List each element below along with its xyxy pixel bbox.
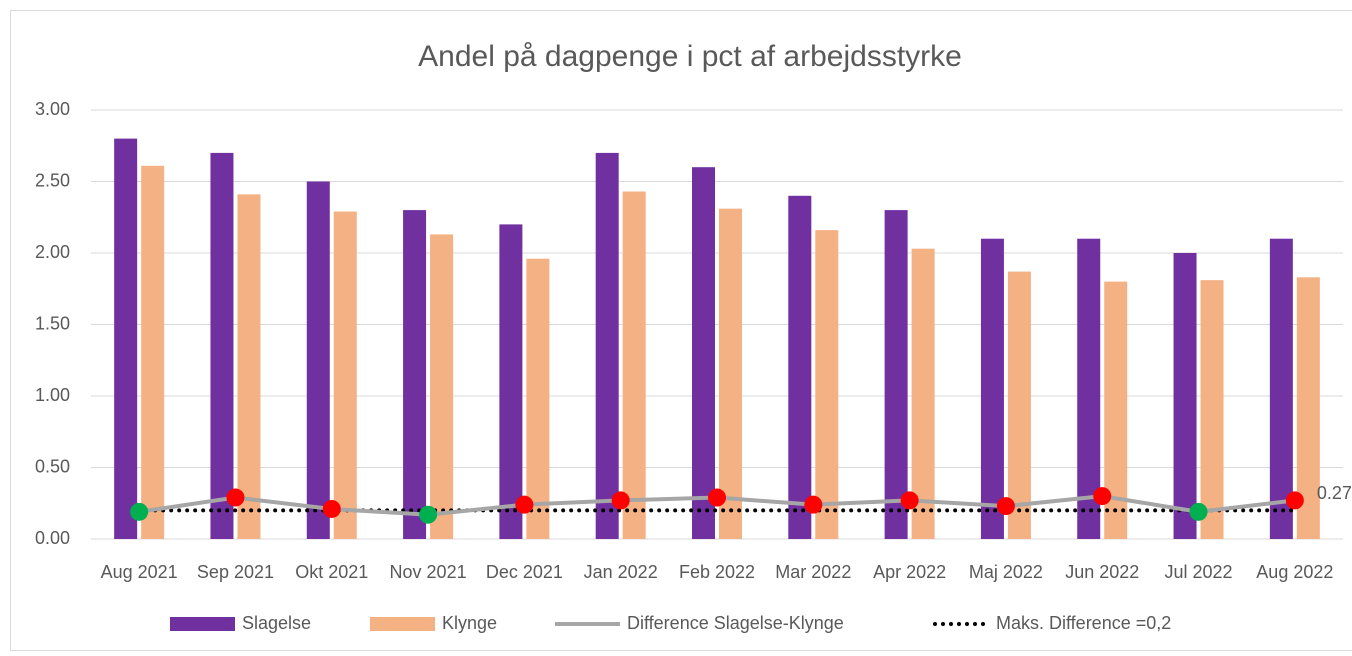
chart-title: Andel på dagpenge i pct af arbejdsstyrke — [418, 40, 962, 73]
legend-label: Difference Slagelse-Klynge — [627, 613, 844, 633]
legend-label: Slagelse — [242, 613, 311, 633]
bar — [595, 152, 619, 539]
bar — [1173, 253, 1197, 539]
bar — [526, 258, 550, 539]
x-tick-label: Jul 2022 — [1165, 562, 1233, 582]
x-tick-label: Mar 2022 — [775, 562, 851, 582]
bar — [1007, 271, 1031, 539]
bar — [719, 208, 742, 540]
x-tick-label: Jan 2022 — [584, 562, 658, 582]
difference-point — [130, 502, 149, 521]
y-tick-label: 1.00 — [35, 385, 70, 405]
bar — [430, 234, 454, 539]
bar — [1077, 238, 1101, 539]
bar — [306, 181, 330, 539]
difference-point — [322, 499, 341, 518]
bar — [980, 238, 1004, 539]
y-tick-label: 2.50 — [35, 170, 70, 190]
bar — [237, 194, 261, 539]
x-tick-label: Dec 2021 — [486, 562, 563, 582]
difference-point — [708, 488, 726, 507]
bar — [210, 152, 234, 539]
bar — [141, 165, 165, 539]
bar — [815, 230, 839, 539]
bar — [622, 191, 646, 539]
x-tick-label: Aug 2022 — [1256, 562, 1333, 582]
legend-swatch — [370, 617, 435, 631]
x-tick-label: Okt 2021 — [295, 562, 368, 582]
y-tick-label: 3.00 — [35, 99, 70, 119]
bar — [1296, 277, 1320, 539]
difference-point — [1189, 502, 1208, 521]
difference-point — [419, 505, 438, 524]
difference-point — [900, 491, 919, 510]
y-tick-label: 1.50 — [35, 313, 70, 333]
y-tick-label: 0.00 — [35, 528, 70, 548]
difference-point — [515, 495, 534, 514]
legend-label: Klynge — [442, 613, 497, 633]
difference-point — [226, 488, 245, 507]
x-tick-label: Apr 2022 — [873, 562, 946, 582]
x-tick-label: Aug 2021 — [101, 562, 178, 582]
difference-point — [1285, 491, 1304, 510]
y-tick-label: 2.00 — [35, 242, 70, 262]
chart-border — [10, 10, 1352, 651]
x-tick-label: Sep 2021 — [197, 562, 274, 582]
x-tick-label: Maj 2022 — [969, 562, 1043, 582]
bar — [692, 167, 715, 539]
difference-point — [804, 495, 823, 514]
bar — [1104, 281, 1128, 539]
y-tick-label: 0.50 — [35, 456, 70, 476]
bar — [403, 210, 427, 539]
bar — [1200, 280, 1224, 539]
difference-point — [996, 497, 1015, 516]
bar — [1269, 238, 1293, 539]
bar — [911, 248, 935, 539]
bar — [499, 224, 523, 539]
bar — [788, 195, 812, 540]
bar — [114, 138, 138, 539]
legend-swatch — [170, 617, 235, 631]
x-tick-label: Feb 2022 — [679, 562, 755, 582]
difference-point — [611, 491, 630, 510]
legend-label: Maks. Difference =0,2 — [996, 613, 1171, 633]
bar — [884, 210, 908, 539]
x-tick-label: Jun 2022 — [1065, 562, 1139, 582]
x-tick-label: Nov 2021 — [390, 562, 467, 582]
bar — [333, 211, 357, 539]
difference-point — [1093, 487, 1112, 506]
data-label: 0.27 — [1317, 483, 1352, 503]
